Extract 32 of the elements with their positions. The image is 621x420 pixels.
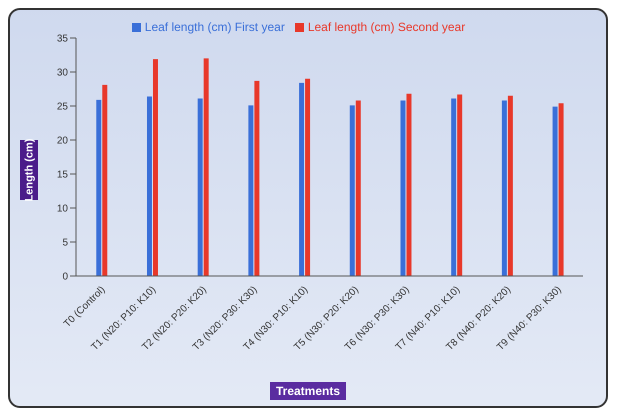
- x-axis-title: Treatments: [270, 382, 346, 400]
- bar: [356, 100, 361, 276]
- y-tick-label: 20: [56, 136, 68, 147]
- bar: [305, 78, 310, 276]
- bar: [254, 80, 260, 276]
- bar: [451, 98, 456, 276]
- y-tick-label: 35: [56, 34, 68, 45]
- legend-label: Leaf length (cm) First year: [144, 20, 285, 34]
- y-tick-label: 0: [62, 272, 68, 283]
- y-axis-title: Length (cm): [23, 138, 36, 202]
- y-tick-label: 30: [56, 68, 68, 79]
- bar: [508, 96, 513, 276]
- bar: [102, 84, 108, 276]
- bar: [552, 106, 558, 276]
- bar: [152, 59, 158, 276]
- bar: [204, 58, 209, 276]
- bar: [299, 82, 304, 276]
- y-tick-label: 10: [56, 204, 68, 215]
- bar: [400, 100, 406, 276]
- bar: [558, 103, 564, 276]
- bar: [457, 94, 462, 276]
- bar: [406, 94, 412, 276]
- bar: [350, 105, 355, 276]
- y-tick-label: 15: [56, 170, 68, 181]
- y-tick-label: 25: [56, 102, 68, 113]
- bar: [502, 100, 507, 276]
- bar: [96, 100, 102, 276]
- bar: [146, 96, 152, 276]
- bar: [198, 98, 203, 276]
- bar: [248, 105, 254, 276]
- legend-label: Leaf length (cm) Second year: [308, 20, 466, 34]
- y-tick-label: 5: [62, 238, 68, 249]
